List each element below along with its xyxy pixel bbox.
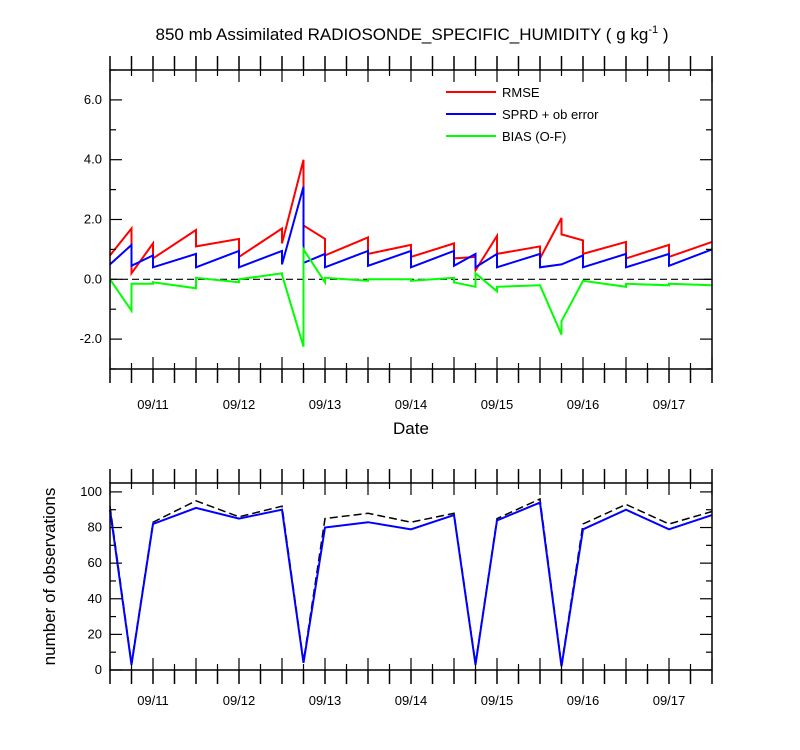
legend-label: RMSE — [502, 85, 540, 100]
y-tick-label: 60 — [88, 555, 102, 570]
bottom-panel: 09/11 09/12 09/13 09/14 09/15 09/16 09/17 0 20 40… — [40, 469, 713, 708]
x-tick-label: 09/15 — [481, 693, 514, 708]
legend-label: BIAS (O-F) — [502, 129, 566, 144]
x-tick-label: 09/17 — [653, 693, 686, 708]
y-tick-label: 100 — [80, 484, 102, 499]
x-axis-label: Date — [393, 419, 429, 438]
x-tick-label: 09/11 — [137, 397, 169, 412]
chart-title: 850 mb Assimilated RADIOSONDE_SPECIFIC_H… — [156, 24, 669, 44]
y-tick-label: 40 — [88, 591, 102, 606]
x-tick-label: 09/16 — [567, 693, 600, 708]
x-tick-label: 09/17 — [653, 397, 686, 412]
y-tick-label: 6.0 — [84, 92, 102, 107]
series-line-sprd — [109, 186, 713, 270]
x-tick-label: 09/15 — [481, 397, 514, 412]
x-tick-label: 09/14 — [395, 693, 428, 708]
title-closing: ) — [658, 25, 668, 44]
x-tick-label: 09/12 — [223, 693, 256, 708]
series-line-obs-possible — [109, 497, 713, 665]
y-tick-label: 20 — [88, 626, 102, 641]
title-superscript: -1 — [648, 24, 658, 36]
x-tick-label: 09/13 — [309, 693, 342, 708]
x-tick-label: 09/16 — [567, 397, 600, 412]
plot-frame — [109, 69, 713, 370]
y-tick-label: -2.0 — [80, 331, 102, 346]
series-line-obs-used — [109, 501, 713, 667]
x-tick-label: 09/13 — [309, 397, 342, 412]
legend-label: SPRD + ob error — [502, 107, 599, 122]
x-tick-label: 09/12 — [223, 397, 256, 412]
x-tick-label: 09/11 — [137, 693, 169, 708]
y-tick-label: 0 — [95, 662, 102, 677]
series-line-bias — [109, 246, 713, 347]
y-axis-label: number of observations — [40, 488, 59, 666]
y-tick-label: 80 — [88, 520, 102, 535]
x-tick-label: 09/14 — [395, 397, 428, 412]
y-tick-label: 2.0 — [84, 212, 102, 227]
title-main: 850 mb Assimilated RADIOSONDE_SPECIFIC_H… — [156, 25, 649, 44]
top-panel: 09/11 09/12 09/13 09/14 09/15 09/16 09/17 -2.0 0… — [80, 56, 713, 438]
y-tick-label: 4.0 — [84, 152, 102, 167]
y-tick-label: 0.0 — [84, 271, 102, 286]
